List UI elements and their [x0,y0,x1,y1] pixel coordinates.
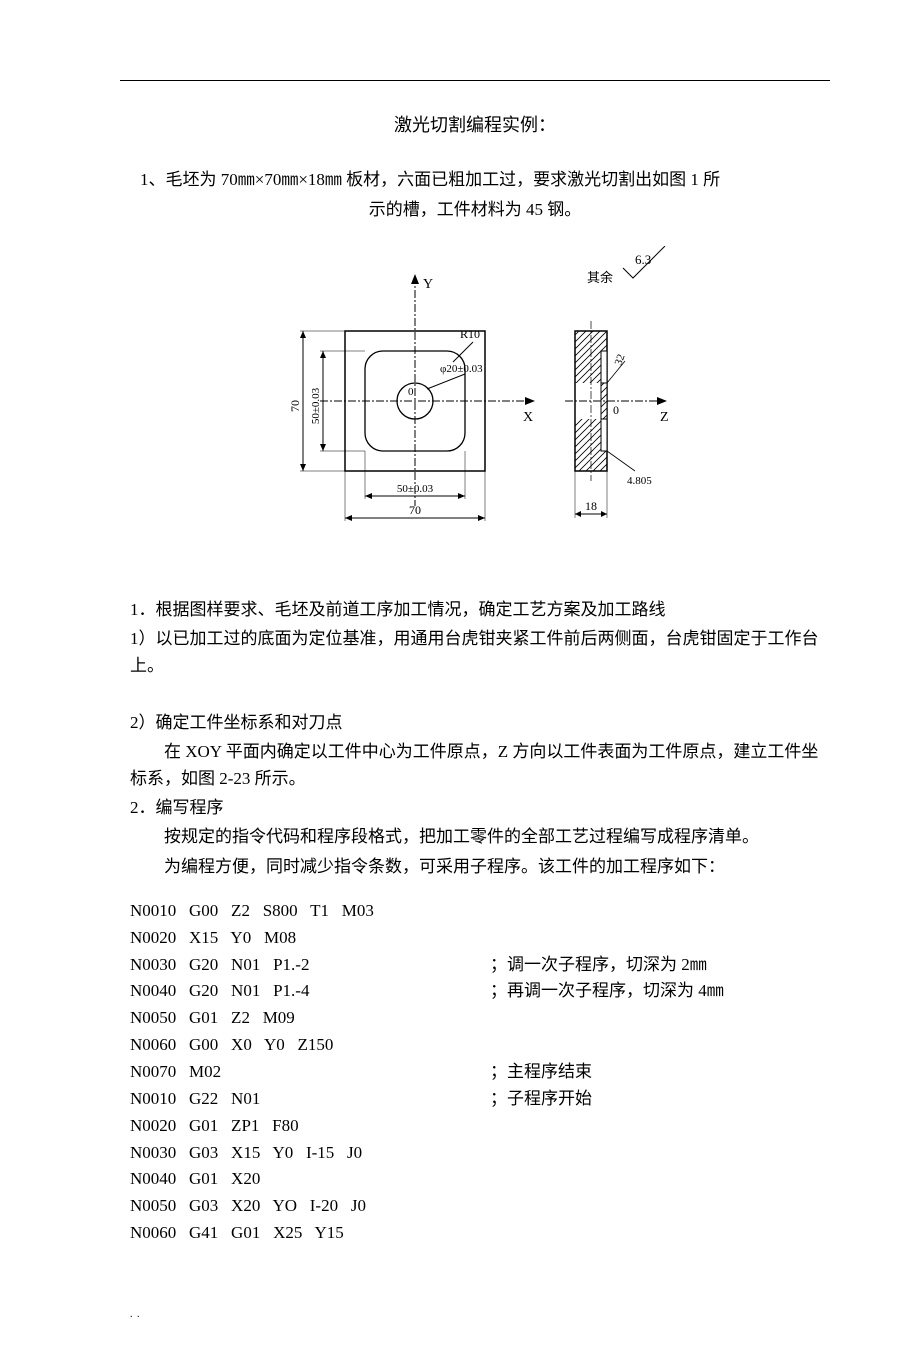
footer-dots: . . [130,1307,820,1323]
code-text: N0020 G01 ZP1 F80 [130,1113,470,1140]
code-line: N0040 G20 N01 P1.-4 ；再调一次子程序，切深为 4㎜ [130,978,820,1005]
code-text: N0060 G00 X0 Y0 Z150 [130,1032,470,1059]
bottom-inner-dim: 50±0.03 [397,483,434,495]
front-view: Y X 0 R10 φ20±0.03 [288,274,535,521]
z-axis-label: Z [660,410,669,425]
code-line: N0050 G03 X20 YO I-20 J0 [130,1193,820,1220]
code-comment: ；再调一次子程序，切深为 4㎜ [490,978,724,1005]
section1-item1: 1）以已加工过的底面为定位基准，用通用台虎钳夹紧工件前后两侧面，台虎钳固定于工作… [130,625,820,679]
section1-item2-text: 在 XOY 平面内确定以工件中心为工件原点，Z 方向以工件表面为工件原点，建立工… [130,738,820,792]
code-comment: ；主程序结束 [490,1059,592,1086]
origin-label: 0 [408,386,414,398]
code-line: N0020 X15 Y0 M08 [130,925,820,952]
code-text: N0030 G03 X15 Y0 I-15 J0 [130,1140,470,1167]
hole-label: φ20±0.03 [440,363,483,375]
code-line: N0030 G03 X15 Y0 I-15 J0 [130,1140,820,1167]
section2-text2: 为编程方便，同时减少指令条数，可采用子程序。该工件的加工程序如下： [130,853,820,880]
code-line: N0010 G22 N01 ；子程序开始 [130,1086,820,1113]
surface-finish-symbol: 6.3 其余 [587,246,665,285]
code-text: N0010 G22 N01 [130,1086,470,1113]
code-block: N0010 G00 Z2 S800 T1 M03N0020 X15 Y0 M08… [130,898,820,1247]
code-comment: ；调一次子程序，切深为 2㎜ [490,952,707,979]
page-title: 激光切割编程实例： [130,111,820,140]
code-line: N0050 G01 Z2 M09 [130,1005,820,1032]
left-inner-dim: 50±0.03 [310,387,322,424]
code-line: N0030 G20 N01 P1.-2 ；调一次子程序，切深为 2㎜ [130,952,820,979]
code-line: N0040 G01 X20 [130,1166,820,1193]
intro-block: 1、毛坯为 70㎜×70㎜×18㎜ 板材，六面已粗加工过，要求激光切割出如图 1… [130,165,820,226]
code-comment: ；子程序开始 [490,1086,592,1113]
section1-item2-heading: 2）确定工件坐标系和对刀点 [130,709,820,736]
section1-heading: 1．根据图样要求、毛坯及前道工序加工情况，确定工艺方案及加工路线 [130,596,820,623]
section2-heading: 2．编写程序 [130,794,820,821]
y-axis-label: Y [423,277,433,292]
radius-label: R10 [460,327,480,341]
technical-diagram: 6.3 其余 Y X 0 R10 [130,246,820,566]
top-rule [120,80,830,81]
intro-line-2: 示的槽，工件材料为 45 钢。 [140,195,810,226]
code-text: N0040 G01 X20 [130,1166,470,1193]
side-origin: 0 [613,403,619,417]
code-line: N0060 G41 G01 X25 Y15 [130,1220,820,1247]
code-text: N0050 G03 X20 YO I-20 J0 [130,1193,470,1220]
code-text: N0030 G20 N01 P1.-2 [130,952,470,979]
code-line: N0060 G00 X0 Y0 Z150 [130,1032,820,1059]
bottom-side-dim: 4.805 [627,475,652,487]
code-text: N0010 G00 Z2 S800 T1 M03 [130,898,470,925]
code-line: N0010 G00 Z2 S800 T1 M03 [130,898,820,925]
code-line: N0020 G01 ZP1 F80 [130,1113,820,1140]
bottom-outer-dim: 70 [409,503,421,517]
surface-value: 6.3 [635,252,651,267]
diagram-svg: 6.3 其余 Y X 0 R10 [265,246,685,566]
surface-label: 其余 [587,270,613,285]
intro-line-1: 1、毛坯为 70㎜×70㎜×18㎜ 板材，六面已粗加工过，要求激光切割出如图 1… [140,165,810,196]
code-text: N0020 X15 Y0 M08 [130,925,470,952]
code-text: N0050 G01 Z2 M09 [130,1005,470,1032]
side-width: 18 [585,499,597,513]
code-text: N0070 M02 [130,1059,470,1086]
code-line: N0070 M02 ；主程序结束 [130,1059,820,1086]
code-text: N0040 G20 N01 P1.-4 [130,978,470,1005]
x-axis-label: X [523,410,533,425]
side-view: Z 32 0 4.805 18 [565,321,669,518]
code-text: N0060 G41 G01 X25 Y15 [130,1220,470,1247]
left-outer-dim: 70 [288,400,302,412]
section2-text1: 按规定的指令代码和程序段格式，把加工零件的全部工艺过程编写成程序清单。 [130,823,820,850]
depth-inner: 32 [613,353,628,367]
